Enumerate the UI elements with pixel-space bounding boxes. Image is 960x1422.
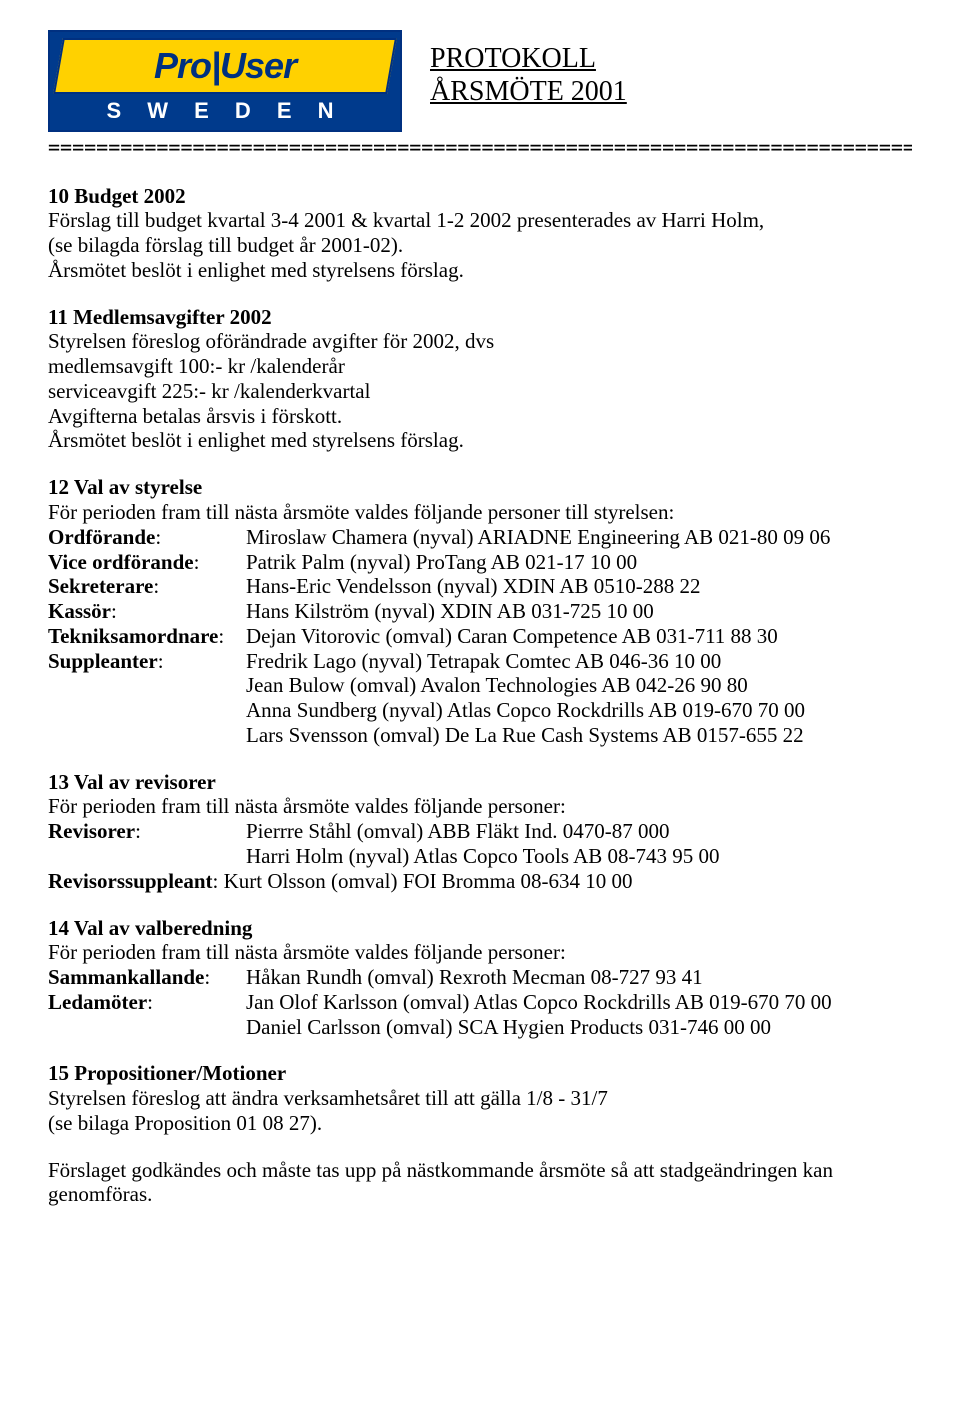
body-text: serviceavgift 225:- kr /kalenderkvartal — [48, 379, 912, 404]
section-10: 10 Budget 2002 Förslag till budget kvart… — [48, 184, 912, 283]
heading-13: 13 Val av revisorer — [48, 770, 216, 794]
body-text: Styrelsen föreslog oförändrade avgifter … — [48, 329, 912, 354]
role-row: Sekreterare: Hans-Eric Vendelsson (nyval… — [48, 574, 912, 599]
role-value: Hans Kilström (nyval) XDIN AB 031-725 10… — [246, 599, 912, 624]
role-label: Ledamöter — [48, 990, 147, 1014]
logo: Pro|User S W E D E N — [48, 30, 402, 132]
section-11: 11 Medlemsavgifter 2002 Styrelsen föresl… — [48, 305, 912, 454]
role-value-continuation: Daniel Carlsson (omval) SCA Hygien Produ… — [246, 1015, 912, 1040]
role-value-continuation: Lars Svensson (omval) De La Rue Cash Sys… — [246, 723, 912, 748]
logo-panel: Pro|User — [53, 38, 397, 94]
logo-subtext: S W E D E N — [50, 98, 400, 124]
body-text: genomföras. — [48, 1182, 912, 1207]
heading-12: 12 Val av styrelse — [48, 475, 202, 499]
heading-10: 10 Budget 2002 — [48, 184, 186, 208]
role-row: Vice ordförande: Patrik Palm (nyval) Pro… — [48, 550, 912, 575]
role-value: Patrik Palm (nyval) ProTang AB 021-17 10… — [246, 550, 912, 575]
body-text: Årsmötet beslöt i enlighet med styrelsen… — [48, 258, 912, 283]
document-header: Pro|User S W E D E N PROTOKOLL ÅRSMÖTE 2… — [48, 30, 912, 132]
role-row: Kassör: Hans Kilström (nyval) XDIN AB 03… — [48, 599, 912, 624]
heading-11: 11 Medlemsavgifter 2002 — [48, 305, 272, 329]
role-value: Dejan Vitorovic (omval) Caran Competence… — [246, 624, 912, 649]
logo-wordmark: Pro|User — [154, 45, 296, 87]
role-label: Vice ordförande — [48, 550, 194, 574]
separator-line: ========================================… — [48, 136, 912, 160]
role-row: Ledamöter: Jan Olof Karlsson (omval) Atl… — [48, 990, 912, 1015]
heading-15: 15 Propositioner/Motioner — [48, 1061, 286, 1085]
body-text: För perioden fram till nästa årsmöte val… — [48, 794, 912, 819]
role-label: Sekreterare — [48, 574, 153, 598]
body-text: För perioden fram till nästa årsmöte val… — [48, 500, 912, 525]
role-label: Tekniksamordnare — [48, 624, 218, 648]
role-label: Revisorssuppleant — [48, 869, 213, 893]
role-value: Hans-Eric Vendelsson (nyval) XDIN AB 051… — [246, 574, 912, 599]
body-text: (se bilagda förslag till budget år 2001-… — [48, 233, 912, 258]
title-block: PROTOKOLL ÅRSMÖTE 2001 — [430, 30, 627, 108]
section-14: 14 Val av valberedning För perioden fram… — [48, 916, 912, 1040]
role-label: Suppleanter — [48, 649, 158, 673]
section-12: 12 Val av styrelse För perioden fram til… — [48, 475, 912, 747]
role-value: Jan Olof Karlsson (omval) Atlas Copco Ro… — [246, 990, 912, 1015]
role-row: Ordförande: Miroslaw Chamera (nyval) ARI… — [48, 525, 912, 550]
heading-14: 14 Val av valberedning — [48, 916, 252, 940]
role-value-continuation: Anna Sundberg (nyval) Atlas Copco Rockdr… — [246, 698, 912, 723]
role-row: Revisorssuppleant: Kurt Olsson (omval) F… — [48, 869, 912, 894]
title-line-2: ÅRSMÖTE 2001 — [430, 75, 627, 108]
role-value: Fredrik Lago (nyval) Tetrapak Comtec AB … — [246, 649, 912, 674]
role-value: Pierrre Ståhl (omval) ABB Fläkt Ind. 047… — [246, 819, 912, 844]
role-label: Revisorer — [48, 819, 135, 843]
role-value: Kurt Olsson (omval) FOI Bromma 08-634 10… — [224, 869, 633, 893]
role-value: Håkan Rundh (omval) Rexroth Mecman 08-72… — [246, 965, 912, 990]
role-label: Ordförande — [48, 525, 155, 549]
body-text: (se bilaga Proposition 01 08 27). — [48, 1111, 912, 1136]
role-label: Sammankallande — [48, 965, 204, 989]
body-text: Styrelsen föreslog att ändra verksamhets… — [48, 1086, 912, 1111]
body-text: För perioden fram till nästa årsmöte val… — [48, 940, 912, 965]
role-row: Suppleanter: Fredrik Lago (nyval) Tetrap… — [48, 649, 912, 674]
body-text: Årsmötet beslöt i enlighet med styrelsen… — [48, 428, 912, 453]
role-value-continuation: Jean Bulow (omval) Avalon Technologies A… — [246, 673, 912, 698]
section-15: 15 Propositioner/Motioner Styrelsen före… — [48, 1061, 912, 1207]
role-row: Tekniksamordnare: Dejan Vitorovic (omval… — [48, 624, 912, 649]
body-text: medlemsavgift 100:- kr /kalenderår — [48, 354, 912, 379]
role-row: Sammankallande: Håkan Rundh (omval) Rexr… — [48, 965, 912, 990]
body-text: Förslag till budget kvartal 3-4 2001 & k… — [48, 208, 912, 233]
body-text: Förslaget godkändes och måste tas upp på… — [48, 1158, 912, 1183]
body-text: Avgifterna betalas årsvis i förskott. — [48, 404, 912, 429]
role-value: Miroslaw Chamera (nyval) ARIADNE Enginee… — [246, 525, 912, 550]
section-13: 13 Val av revisorer För perioden fram ti… — [48, 770, 912, 894]
role-value-continuation: Harri Holm (nyval) Atlas Copco Tools AB … — [246, 844, 912, 869]
role-label: Kassör — [48, 599, 111, 623]
title-line-1: PROTOKOLL — [430, 42, 627, 75]
role-row: Revisorer: Pierrre Ståhl (omval) ABB Flä… — [48, 819, 912, 844]
